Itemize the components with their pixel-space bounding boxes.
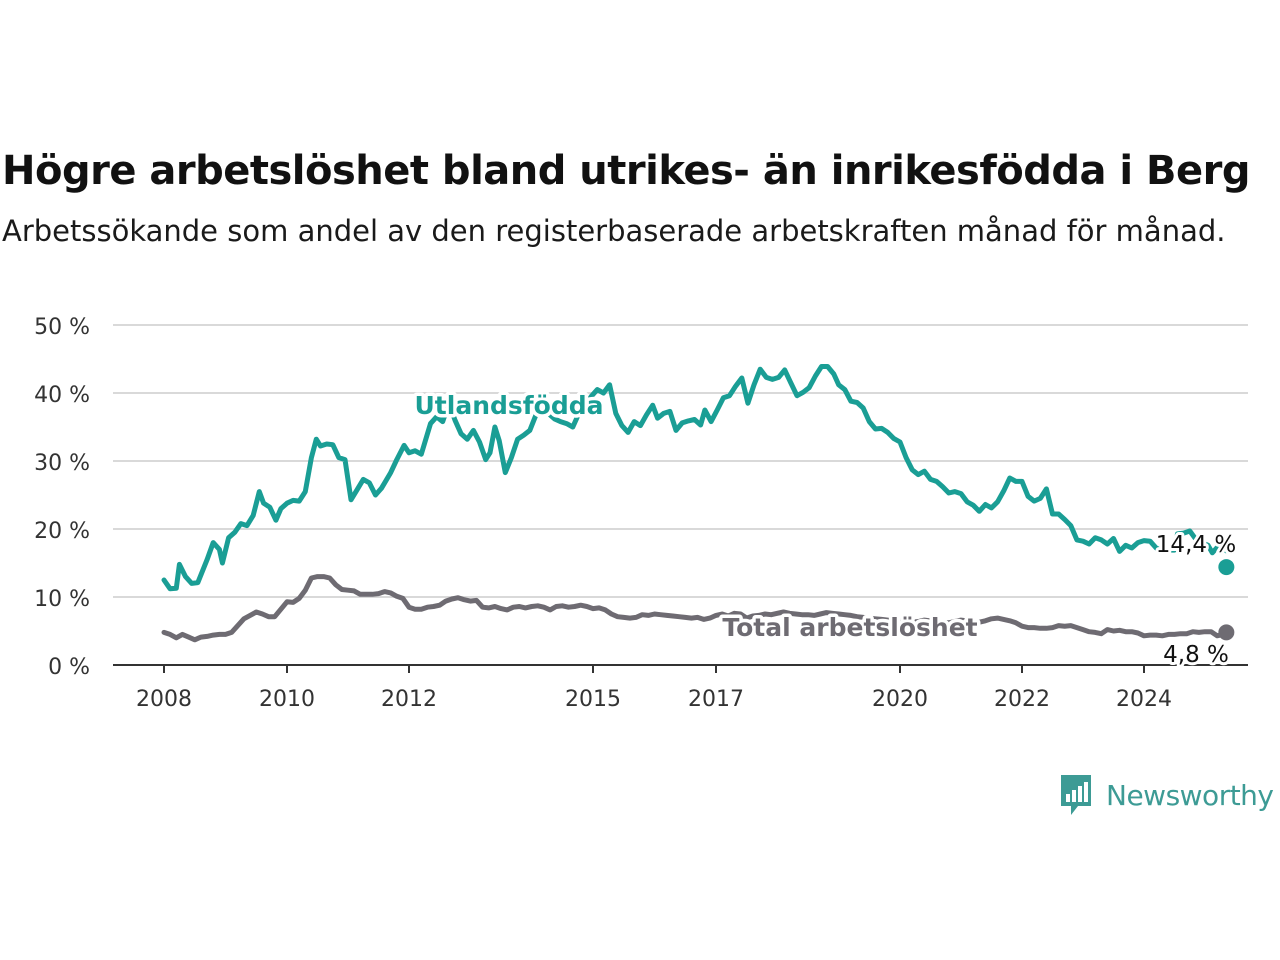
series-label-total-halo: Total arbetslöshet (722, 613, 977, 642)
x-axis-ticks: 2008 2010 2012 2015 2017 2020 2022 2024 (136, 665, 1172, 712)
series-label-utlandsfodda-halo: Utlandsfödda (415, 391, 604, 420)
series-end-point-utlandsfodda (1218, 559, 1235, 576)
newsworthy-logo: Newsworthy (1058, 772, 1274, 818)
x-tick-label: 2020 (872, 687, 928, 712)
y-tick-label: 10 % (34, 587, 90, 612)
chart-subtitle: Arbetssökande som andel av den registerb… (2, 214, 1226, 248)
x-tick-label: 2022 (994, 687, 1050, 712)
series-line-total (161, 574, 1229, 643)
y-tick-label: 50 % (34, 315, 90, 340)
end-value-label-utlandsfodda: 14,4 % (1156, 532, 1236, 558)
x-tick-label: 2015 (565, 687, 621, 712)
y-axis-ticks: 0 % 10 % 20 % 30 % 40 % 50 % (34, 315, 90, 680)
x-tick-label: 2017 (688, 687, 744, 712)
end-value-label-utlandsfodda-halo: 14,4 % (1156, 532, 1236, 558)
newsworthy-logo-icon (1061, 775, 1091, 815)
series-line-utlandsfodda (161, 364, 1229, 592)
y-tick-label: 40 % (34, 383, 90, 408)
series-lines (161, 364, 1235, 643)
end-value-label-total: 4,8 % (1163, 642, 1229, 668)
brand-name: Newsworthy (1106, 778, 1274, 812)
y-tick-label: 20 % (34, 519, 90, 544)
chart-title: Högre arbetslöshet bland utrikes- än inr… (2, 148, 1251, 194)
series-label-utlandsfodda: Utlandsfödda (415, 391, 604, 420)
end-value-label-total-halo: 4,8 % (1163, 642, 1229, 668)
y-tick-label: 0 % (48, 655, 90, 680)
x-tick-label: 2008 (136, 687, 192, 712)
x-tick-label: 2012 (381, 687, 437, 712)
gridlines (113, 324, 1248, 666)
series-label-total: Total arbetslöshet (722, 613, 977, 642)
y-tick-label: 30 % (34, 451, 90, 476)
x-tick-label: 2010 (259, 687, 315, 712)
series-end-point-total (1218, 624, 1235, 641)
x-tick-label: 2024 (1116, 687, 1172, 712)
